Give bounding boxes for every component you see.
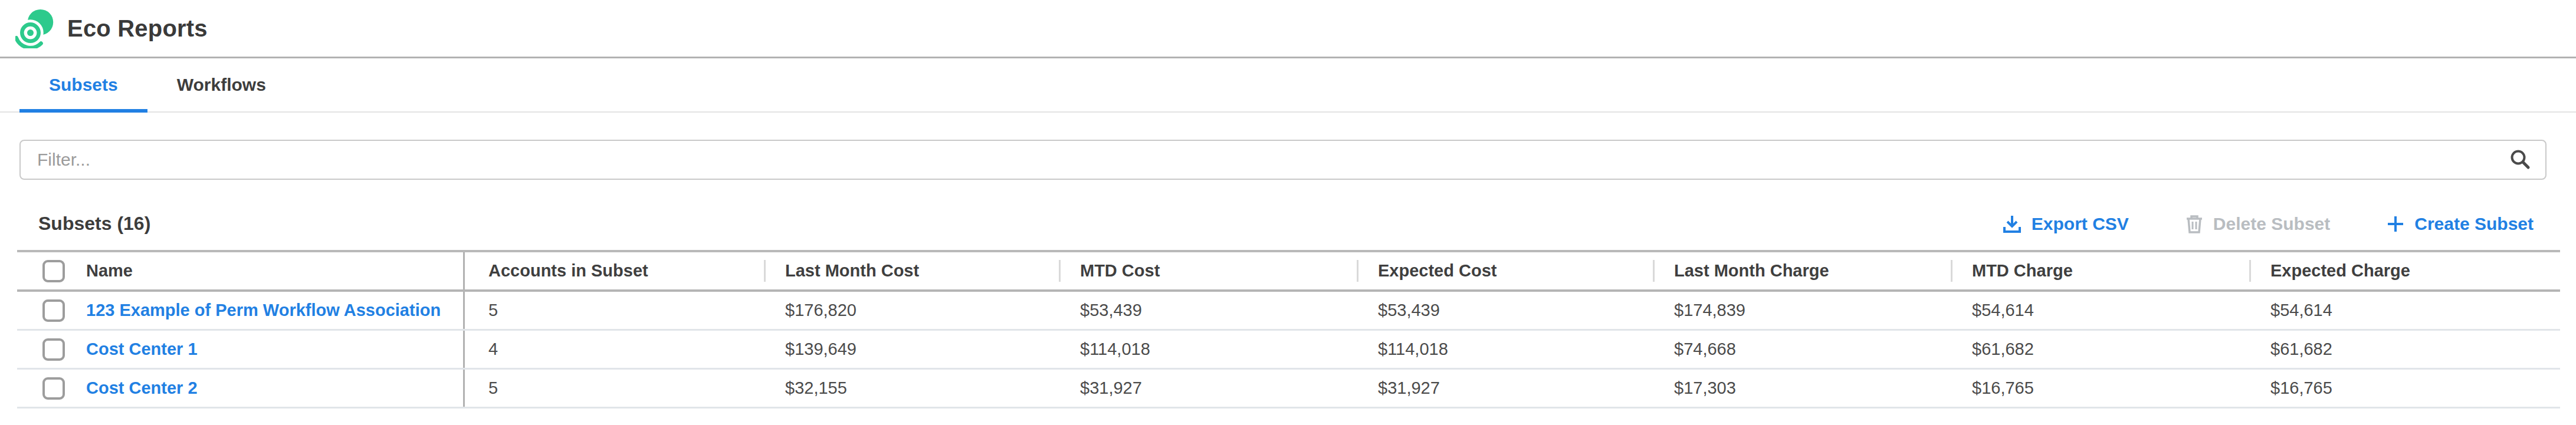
last-month-cost-cell: $139,649 [764, 331, 1059, 368]
mtd-charge-cell: $16,765 [1951, 370, 2249, 407]
filter-bar [19, 140, 2547, 180]
toolbar-actions: Export CSV Delete Subset Create Subset [2002, 214, 2534, 234]
last-month-charge-cell: $17,303 [1653, 370, 1951, 407]
expected-cost-cell: $114,018 [1357, 331, 1653, 368]
subsets-count-heading: Subsets (16) [38, 213, 150, 235]
last-month-charge-cell: $174,839 [1653, 292, 1951, 329]
eco-swirl-logo-icon [15, 8, 55, 48]
column-header-mtd-cost: MTD Cost [1059, 252, 1357, 289]
create-subset-label: Create Subset [2414, 214, 2534, 234]
table-row: Cost Center 1 4 $139,649 $114,018 $114,0… [17, 331, 2560, 370]
delete-subset-label: Delete Subset [2213, 214, 2330, 234]
expected-charge-cell: $54,614 [2249, 292, 2560, 329]
mtd-cost-cell: $114,018 [1059, 331, 1357, 368]
export-csv-button[interactable]: Export CSV [2002, 214, 2129, 234]
expected-cost-cell: $31,927 [1357, 370, 1653, 407]
accounts-cell: 4 [465, 331, 764, 368]
table-header-row: Name Accounts in Subset Last Month Cost … [17, 250, 2560, 292]
page-title: Eco Reports [67, 15, 208, 42]
filter-input[interactable] [19, 140, 2547, 180]
select-all-checkbox[interactable] [42, 260, 65, 282]
column-header-expected-cost: Expected Cost [1357, 252, 1653, 289]
column-header-last-month-cost: Last Month Cost [764, 252, 1059, 289]
name-cell: Cost Center 2 [17, 370, 465, 407]
row-checkbox[interactable] [42, 377, 65, 400]
subset-link[interactable]: Cost Center 2 [86, 378, 198, 398]
name-cell: Cost Center 1 [17, 331, 465, 368]
tab-subsets[interactable]: Subsets [19, 58, 147, 111]
table-row: 123 Example of Perm Workflow Association… [17, 292, 2560, 331]
column-header-mtd-charge: MTD Charge [1951, 252, 2249, 289]
subsets-toolbar: Subsets (16) Export CSV Delete Subset [38, 213, 2534, 235]
last-month-charge-cell: $74,668 [1653, 331, 1951, 368]
subset-link[interactable]: 123 Example of Perm Workflow Association [86, 301, 441, 320]
delete-subset-button[interactable]: Delete Subset [2185, 214, 2330, 234]
row-checkbox[interactable] [42, 299, 65, 322]
trash-icon [2185, 214, 2204, 234]
download-icon [2002, 214, 2022, 234]
column-header-accounts: Accounts in Subset [465, 252, 764, 289]
search-icon[interactable] [2509, 149, 2531, 171]
subset-link[interactable]: Cost Center 1 [86, 340, 198, 359]
expected-charge-cell: $61,682 [2249, 331, 2560, 368]
tab-workflows[interactable]: Workflows [147, 58, 296, 111]
last-month-cost-cell: $32,155 [764, 370, 1059, 407]
accounts-cell: 5 [465, 292, 764, 329]
mtd-charge-cell: $54,614 [1951, 292, 2249, 329]
expected-cost-cell: $53,439 [1357, 292, 1653, 329]
tab-bar: Subsets Workflows [0, 58, 2576, 113]
column-header-expected-charge: Expected Charge [2249, 252, 2560, 289]
mtd-cost-cell: $53,439 [1059, 292, 1357, 329]
plus-icon [2386, 215, 2405, 233]
expected-charge-cell: $16,765 [2249, 370, 2560, 407]
mtd-charge-cell: $61,682 [1951, 331, 2249, 368]
table-row: Cost Center 2 5 $32,155 $31,927 $31,927 … [17, 370, 2560, 408]
column-header-last-month-charge: Last Month Charge [1653, 252, 1951, 289]
create-subset-button[interactable]: Create Subset [2386, 214, 2534, 234]
last-month-cost-cell: $176,820 [764, 292, 1059, 329]
row-checkbox[interactable] [42, 338, 65, 361]
accounts-cell: 5 [465, 370, 764, 407]
mtd-cost-cell: $31,927 [1059, 370, 1357, 407]
name-cell: 123 Example of Perm Workflow Association [17, 292, 465, 329]
subsets-table: Name Accounts in Subset Last Month Cost … [17, 250, 2560, 408]
export-csv-label: Export CSV [2032, 214, 2129, 234]
app-header: Eco Reports [0, 0, 2576, 58]
column-header-name: Name [17, 252, 465, 289]
